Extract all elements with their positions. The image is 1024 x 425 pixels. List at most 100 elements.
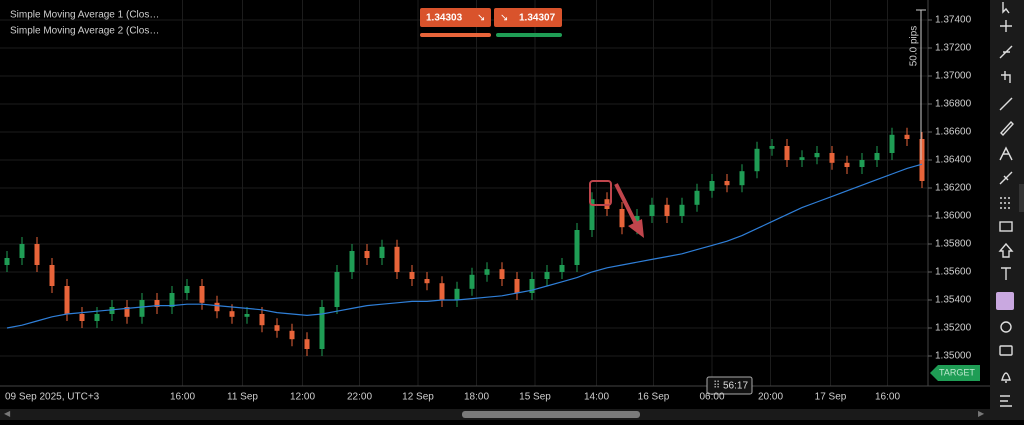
- trendline-tool[interactable]: [999, 45, 1013, 59]
- candle-body: [529, 279, 535, 293]
- ruler-label: 50.0 pips: [909, 26, 920, 67]
- color-swatch[interactable]: [996, 292, 1014, 310]
- y-tick-label: 1.35600: [935, 267, 972, 278]
- levels-tool[interactable]: [1000, 197, 1012, 209]
- candle-body: [4, 258, 10, 265]
- y-tick-label: 1.35800: [935, 239, 972, 250]
- y-tick-label: 1.36200: [935, 183, 972, 194]
- sell-price[interactable]: 1.34303: [426, 13, 463, 24]
- sell-button[interactable]: [420, 8, 491, 27]
- candle-body: [349, 251, 355, 272]
- buy-price[interactable]: 1.34307: [519, 13, 556, 24]
- x-tick-label: 22:00: [347, 392, 372, 403]
- x-tick-label: 18:00: [464, 392, 489, 403]
- y-tick-label: 1.37000: [935, 71, 972, 82]
- cursor-tool[interactable]: [1002, 2, 1010, 14]
- timer-grip: ⠿: [713, 381, 720, 392]
- candle-body: [169, 293, 175, 307]
- candle-body: [214, 302, 220, 312]
- toolbar-icons: [998, 2, 1014, 407]
- text-tool[interactable]: [1001, 267, 1011, 280]
- sell-bar: [420, 33, 491, 37]
- candle-body: [664, 204, 670, 216]
- candle-body: [814, 153, 820, 158]
- candle-body: [784, 146, 790, 160]
- candle-body: [289, 330, 295, 340]
- candle-body: [484, 269, 490, 275]
- measure-tool[interactable]: [1001, 71, 1011, 83]
- x-tick-label: 16:00: [170, 392, 195, 403]
- buy-button[interactable]: [494, 8, 562, 27]
- plot: [4, 127, 925, 356]
- y-tick-label: 1.37400: [935, 15, 972, 26]
- settings-tool[interactable]: [1000, 321, 1012, 333]
- alert-tool[interactable]: [1001, 372, 1011, 383]
- candle-body: [49, 265, 55, 286]
- candle-body: [154, 300, 160, 307]
- candle-body: [889, 134, 895, 153]
- x-tick-label: 06:00: [699, 392, 724, 403]
- candle-body: [379, 246, 385, 258]
- candle-body: [649, 204, 655, 216]
- crosshair-tool[interactable]: [1000, 20, 1012, 32]
- y-tick-label: 1.35000: [935, 351, 972, 362]
- candle-body: [469, 274, 475, 289]
- candle-body: [694, 190, 700, 205]
- candle-body: [139, 300, 145, 317]
- target-label[interactable]: TARGET: [939, 367, 975, 377]
- candle-body: [364, 251, 370, 258]
- candle-body: [904, 134, 910, 139]
- buy-bar: [496, 33, 562, 37]
- candle-body: [574, 230, 580, 265]
- candle-body: [874, 153, 880, 160]
- scroll-right[interactable]: ▶: [978, 409, 985, 418]
- pen-tool[interactable]: [1000, 120, 1014, 137]
- x-start-label: 09 Sep 2025, UTC+3: [5, 392, 100, 403]
- candle-body: [544, 272, 550, 279]
- y-tick-label: 1.36400: [935, 155, 972, 166]
- x-tick-label: 17 Sep: [815, 392, 847, 403]
- camera-tool[interactable]: [999, 345, 1013, 356]
- y-tick-label: 1.36800: [935, 99, 972, 110]
- candle-body: [589, 199, 595, 230]
- candle-body: [334, 272, 340, 307]
- candle-body: [859, 160, 865, 167]
- legend-entry[interactable]: Simple Moving Average 1 (Clos…: [10, 10, 159, 21]
- x-tick-label: 16 Sep: [638, 392, 670, 403]
- fib-tool[interactable]: [999, 146, 1013, 161]
- x-tick-label: 15 Sep: [519, 392, 551, 403]
- candle-body: [34, 244, 40, 265]
- line-tool[interactable]: [999, 97, 1013, 111]
- candle-body: [769, 146, 775, 149]
- x-tick-label: 16:00: [875, 392, 900, 403]
- candle-body: [514, 279, 520, 293]
- candle-body: [199, 286, 205, 303]
- toolbar-scroll[interactable]: [1019, 184, 1024, 212]
- candle-body: [124, 307, 130, 317]
- target-tag[interactable]: [930, 365, 980, 381]
- x-tick-label: 12 Sep: [402, 392, 434, 403]
- pitchfork-tool[interactable]: [999, 171, 1013, 185]
- scrollbar-thumb[interactable]: [462, 411, 640, 418]
- candle-body: [799, 157, 805, 160]
- x-tick-label: 14:00: [584, 392, 609, 403]
- legend-entry[interactable]: Simple Moving Average 2 (Clos…: [10, 26, 159, 37]
- candle-body: [559, 265, 565, 272]
- candle-body: [499, 269, 505, 279]
- arrow-tool[interactable]: [998, 242, 1014, 258]
- rect-tool[interactable]: [999, 221, 1013, 232]
- candle-body: [64, 286, 70, 314]
- candle-body: [844, 162, 850, 167]
- scroll-left[interactable]: ◀: [4, 409, 11, 418]
- drawing-toolbar: [990, 0, 1024, 420]
- y-tick-label: 1.35200: [935, 323, 972, 334]
- candle-body: [304, 339, 310, 349]
- list-tool[interactable]: [1000, 395, 1012, 407]
- y-tick-label: 1.35400: [935, 295, 972, 306]
- candle-body: [184, 286, 190, 293]
- x-tick-label: 12:00: [290, 392, 315, 403]
- candle-body: [109, 307, 115, 314]
- candle-body: [454, 288, 460, 300]
